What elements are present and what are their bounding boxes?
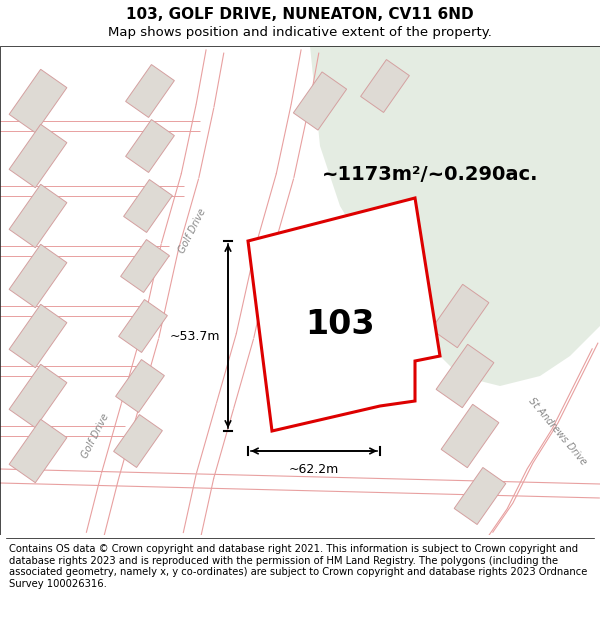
Polygon shape <box>9 69 67 132</box>
Polygon shape <box>116 359 164 413</box>
Polygon shape <box>9 244 67 308</box>
Text: ~1173m²/~0.290ac.: ~1173m²/~0.290ac. <box>322 164 538 184</box>
Polygon shape <box>125 64 175 118</box>
Polygon shape <box>361 59 409 112</box>
Polygon shape <box>293 72 347 130</box>
Polygon shape <box>121 239 169 292</box>
Polygon shape <box>454 468 506 524</box>
Text: 103, GOLF DRIVE, NUNEATON, CV11 6ND: 103, GOLF DRIVE, NUNEATON, CV11 6ND <box>126 7 474 22</box>
Polygon shape <box>124 179 172 232</box>
Text: St Andrews Drive: St Andrews Drive <box>526 396 588 467</box>
Polygon shape <box>9 124 67 188</box>
Polygon shape <box>436 344 494 408</box>
Text: Golf Drive: Golf Drive <box>79 412 110 460</box>
Polygon shape <box>125 119 175 172</box>
Polygon shape <box>310 46 600 386</box>
Text: 103: 103 <box>305 308 375 341</box>
Text: Golf Drive: Golf Drive <box>176 207 208 255</box>
Text: Map shows position and indicative extent of the property.: Map shows position and indicative extent… <box>108 26 492 39</box>
Polygon shape <box>113 414 163 468</box>
Polygon shape <box>9 419 67 482</box>
Polygon shape <box>431 284 489 348</box>
Polygon shape <box>441 404 499 468</box>
Polygon shape <box>9 364 67 428</box>
Polygon shape <box>248 198 440 431</box>
Polygon shape <box>9 304 67 368</box>
Polygon shape <box>9 184 67 248</box>
Text: ~62.2m: ~62.2m <box>289 463 339 476</box>
Text: ~53.7m: ~53.7m <box>170 329 220 342</box>
Text: Contains OS data © Crown copyright and database right 2021. This information is : Contains OS data © Crown copyright and d… <box>9 544 587 589</box>
Polygon shape <box>119 299 167 352</box>
